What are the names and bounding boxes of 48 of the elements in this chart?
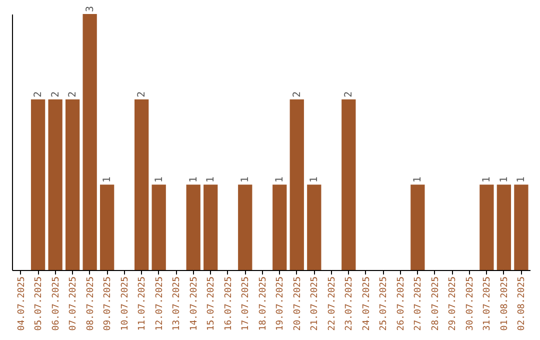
x-tick-label: 19.07.2025 — [276, 276, 286, 331]
data-label: 1 — [516, 176, 528, 183]
x-tick-label: 11.07.2025 — [138, 276, 148, 331]
x-tick-label: 18.07.2025 — [258, 276, 268, 331]
x-tick-label: 02.08.2025 — [517, 276, 528, 331]
x-tick-label: 10.07.2025 — [120, 276, 130, 331]
x-tick-label: 13.07.2025 — [172, 276, 182, 331]
data-label: 2 — [50, 91, 62, 98]
x-tick-label: 25.07.2025 — [379, 276, 390, 331]
x-tick-label: 17.07.2025 — [241, 276, 252, 331]
x-tick-label: 29.07.2025 — [448, 276, 458, 331]
data-label: 1 — [188, 176, 200, 183]
x-tick-label: 06.07.2025 — [51, 276, 62, 331]
data-label: 1 — [102, 176, 114, 183]
x-tick-label: 07.07.2025 — [68, 276, 79, 331]
x-tick-label: 09.07.2025 — [103, 276, 114, 331]
x-tick-label: 27.07.2025 — [414, 276, 424, 331]
x-tick-label: 04.07.2025 — [16, 276, 27, 331]
x-tick-label: 28.07.2025 — [430, 276, 441, 331]
x-tick-label: 01.08.2025 — [500, 276, 510, 331]
data-label: 1 — [274, 176, 286, 183]
x-tick-label: 14.07.2025 — [189, 276, 200, 331]
x-tick-label: 20.07.2025 — [292, 276, 303, 331]
x-tick-label: 12.07.2025 — [154, 276, 165, 331]
data-label: 1 — [240, 176, 252, 183]
data-label: 2 — [68, 91, 79, 98]
data-label: 2 — [33, 91, 44, 98]
data-label: 3 — [84, 6, 96, 12]
x-tick-label: 05.07.2025 — [34, 276, 44, 331]
x-tick-label: 16.07.2025 — [224, 276, 234, 331]
data-label: 1 — [309, 176, 320, 183]
x-tick-label: 23.07.2025 — [344, 276, 355, 331]
data-label: 1 — [206, 176, 217, 183]
x-tick-label: 08.07.2025 — [86, 276, 96, 331]
x-tick-label: 22.07.2025 — [327, 276, 338, 331]
data-label: 1 — [154, 176, 165, 183]
data-label: 2 — [136, 91, 148, 98]
x-tick-label: 31.07.2025 — [482, 276, 493, 331]
data-label: 2 — [344, 91, 355, 98]
x-tick-label: 30.07.2025 — [465, 276, 476, 331]
data-label: 1 — [412, 176, 424, 183]
x-tick-label: 26.07.2025 — [396, 276, 406, 331]
data-label: 1 — [482, 176, 493, 183]
x-tick-label: 24.07.2025 — [362, 276, 372, 331]
x-tick-label: 15.07.2025 — [206, 276, 217, 331]
data-label: 2 — [292, 91, 303, 98]
x-tick-label: 21.07.2025 — [310, 276, 320, 331]
data-label: 1 — [498, 176, 510, 183]
